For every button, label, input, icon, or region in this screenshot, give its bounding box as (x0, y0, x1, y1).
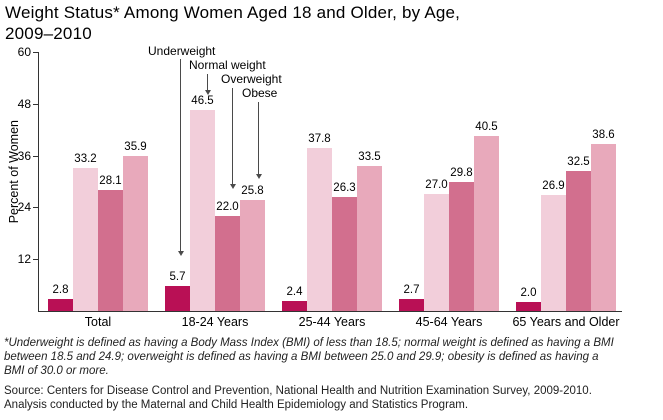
bar-normal-weight (73, 167, 98, 311)
bar-obese (357, 166, 382, 311)
value-label: 2.8 (52, 283, 69, 296)
value-label: 46.5 (191, 95, 214, 108)
y-tick-label: 60 (17, 45, 31, 59)
bar-underweight (165, 286, 190, 311)
value-label: 28.1 (99, 174, 122, 187)
value-label: 5.7 (169, 271, 186, 284)
y-tick (33, 52, 38, 53)
legend-label-overweight: Overweight (221, 72, 282, 86)
bar-overweight (566, 170, 591, 311)
value-label: 38.6 (592, 129, 615, 142)
value-label: 25.8 (241, 184, 264, 197)
y-tick-label: 24 (17, 200, 31, 215)
y-axis-title: Percent of Women (7, 120, 21, 224)
bar-underweight (399, 299, 424, 311)
legend-arrow-head-underweight (177, 251, 184, 256)
bar-underweight (282, 300, 307, 311)
y-tick-label: 48 (17, 96, 31, 111)
bar-normal-weight (541, 194, 566, 311)
y-tick (33, 207, 38, 209)
x-category-label: 18-24 Years (181, 315, 249, 329)
value-label: 32.5 (567, 155, 590, 168)
legend-arrow-head-overweight (229, 184, 236, 189)
chart-title: Weight Status* Among Women Aged 18 and O… (5, 3, 461, 44)
bar-overweight (449, 182, 474, 311)
value-label: 40.5 (475, 121, 498, 134)
value-label: 2.0 (520, 287, 537, 300)
value-label: 35.9 (124, 141, 147, 154)
y-tick-label: 12 (17, 252, 31, 267)
value-label: 37.8 (308, 132, 331, 145)
legend-arrow-line-normal-weight (207, 74, 208, 91)
legend-label-obese: Obese (242, 86, 278, 100)
bar-overweight (98, 189, 123, 311)
bar-obese (591, 144, 616, 311)
bar-overweight (332, 197, 357, 311)
bar-normal-weight (307, 147, 332, 311)
value-label: 2.4 (286, 285, 303, 298)
bar-underweight (48, 298, 73, 311)
value-label: 26.9 (542, 179, 565, 192)
bar-overweight (215, 216, 240, 311)
x-category-label: 45-64 Years (415, 315, 483, 329)
y-tick (33, 155, 38, 157)
bar-underweight (516, 302, 541, 311)
x-category-label: 65 Years and Older (512, 315, 620, 329)
legend-label-underweight: Underweight (148, 44, 216, 58)
y-tick (33, 259, 38, 261)
legend-label-normal-weight: Normal weight (189, 58, 266, 72)
bar-obese (240, 199, 265, 311)
x-category-label: Total (84, 315, 112, 329)
value-label: 33.5 (358, 151, 381, 164)
legend-arrow-line-obese (258, 102, 259, 175)
value-label: 27.0 (425, 179, 448, 192)
y-tick (33, 103, 38, 105)
footnote: *Underweight is defined as having a Body… (4, 337, 614, 377)
y-tick-label: 36 (17, 148, 31, 163)
value-label: 29.8 (450, 167, 473, 180)
bar-obese (123, 156, 148, 311)
bar-normal-weight (190, 110, 215, 311)
bar-obese (474, 136, 499, 311)
x-axis-line (38, 311, 622, 312)
x-category-label: 25-44 Years (298, 315, 366, 329)
legend-arrow-head-normal-weight (204, 90, 211, 95)
legend-arrow-head-obese (255, 174, 262, 179)
bar-normal-weight (424, 194, 449, 311)
value-label: 2.7 (403, 284, 420, 297)
legend-arrow-line-overweight (232, 88, 233, 185)
value-label: 33.2 (74, 152, 97, 165)
source-note: Source: Centers for Disease Control and … (4, 385, 592, 411)
value-label: 26.3 (333, 182, 356, 195)
y-axis-line (38, 52, 39, 311)
value-label: 22.0 (216, 201, 239, 214)
legend-arrow-line-underweight (180, 59, 181, 252)
